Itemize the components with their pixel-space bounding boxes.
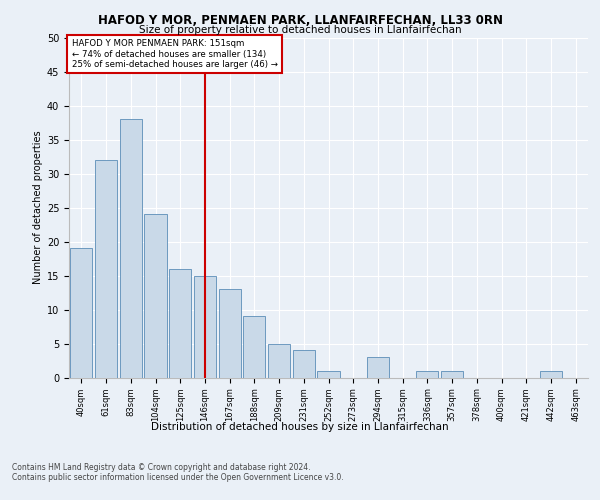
Bar bbox=[243, 316, 265, 378]
Bar bbox=[416, 370, 439, 378]
Text: Contains HM Land Registry data © Crown copyright and database right 2024.: Contains HM Land Registry data © Crown c… bbox=[12, 462, 311, 471]
Bar bbox=[169, 268, 191, 378]
Bar bbox=[367, 357, 389, 378]
Bar bbox=[194, 276, 216, 378]
Text: HAFOD Y MOR, PENMAEN PARK, LLANFAIRFECHAN, LL33 0RN: HAFOD Y MOR, PENMAEN PARK, LLANFAIRFECHA… bbox=[97, 14, 503, 27]
Text: HAFOD Y MOR PENMAEN PARK: 151sqm
← 74% of detached houses are smaller (134)
25% : HAFOD Y MOR PENMAEN PARK: 151sqm ← 74% o… bbox=[71, 39, 278, 69]
Bar bbox=[145, 214, 167, 378]
Bar bbox=[119, 119, 142, 378]
Bar bbox=[441, 370, 463, 378]
Text: Distribution of detached houses by size in Llanfairfechan: Distribution of detached houses by size … bbox=[151, 422, 449, 432]
Text: Size of property relative to detached houses in Llanfairfechan: Size of property relative to detached ho… bbox=[139, 25, 461, 35]
Bar bbox=[317, 370, 340, 378]
Text: Contains public sector information licensed under the Open Government Licence v3: Contains public sector information licen… bbox=[12, 472, 344, 482]
Bar bbox=[95, 160, 117, 378]
Bar bbox=[268, 344, 290, 378]
Bar bbox=[540, 370, 562, 378]
Y-axis label: Number of detached properties: Number of detached properties bbox=[32, 130, 43, 284]
Bar bbox=[70, 248, 92, 378]
Bar bbox=[293, 350, 315, 378]
Bar bbox=[218, 289, 241, 378]
